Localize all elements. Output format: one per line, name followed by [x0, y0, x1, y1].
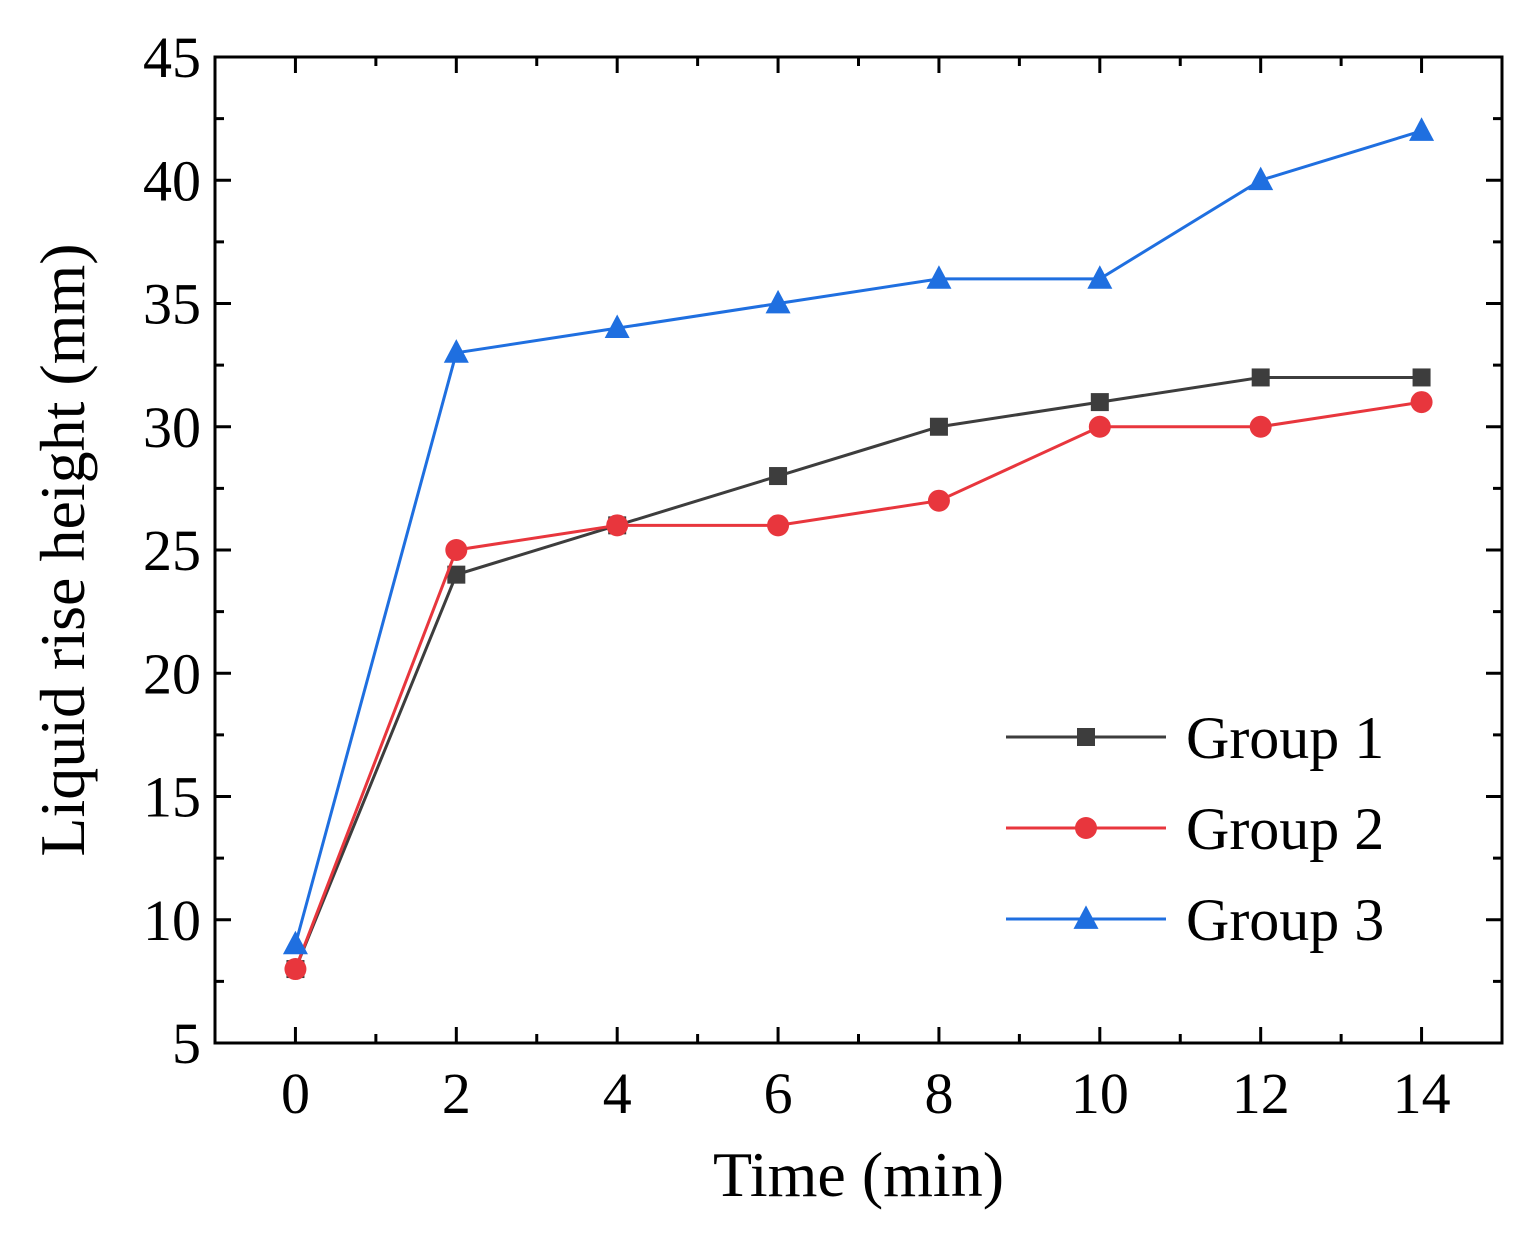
- legend-entry-2: Group 2: [1006, 796, 1384, 862]
- series-layer: [282, 117, 1435, 981]
- series-2-point: [284, 958, 307, 981]
- series-2-point: [606, 514, 629, 537]
- series-3-point: [765, 289, 791, 314]
- x-tick-label: 12: [1232, 1061, 1290, 1126]
- x-tick-label: 2: [442, 1061, 471, 1126]
- series-3-point: [282, 930, 308, 955]
- x-tick-label: 4: [603, 1061, 632, 1126]
- series-1-point: [929, 417, 948, 436]
- y-axis-title: Liquid rise height (mm): [27, 243, 98, 856]
- series-2-point: [1249, 415, 1272, 438]
- y-tick-label: 10: [143, 888, 201, 953]
- legend-label: Group 3: [1186, 887, 1384, 953]
- x-tick-label: 8: [924, 1061, 953, 1126]
- legend-entry-3: Group 3: [1006, 887, 1384, 953]
- x-tick-label: 6: [764, 1061, 793, 1126]
- legend-entry-1: Group 1: [1006, 705, 1384, 771]
- series-1-line: [294, 375, 1422, 970]
- series-2-point: [927, 489, 950, 512]
- series-1-point: [1412, 368, 1431, 387]
- series-3: [282, 117, 1435, 955]
- series-3-point: [1087, 265, 1113, 289]
- series-3-point: [604, 314, 630, 339]
- x-tick-label: 0: [281, 1061, 310, 1126]
- series-1-point: [1090, 393, 1109, 412]
- legend: Group 1 Group 2 Group 3: [1006, 705, 1384, 953]
- y-tick-label: 5: [172, 1011, 201, 1076]
- series-3-point: [443, 339, 469, 363]
- y-tick-label: 40: [143, 148, 201, 213]
- series-2-point: [1410, 391, 1433, 414]
- y-tick-label: 35: [143, 272, 201, 337]
- series-2-point: [445, 539, 468, 561]
- series-3-point: [1248, 166, 1274, 191]
- series-3-line: [293, 129, 1423, 945]
- series-2-line: [294, 400, 1422, 970]
- y-tick-label: 25: [143, 518, 201, 583]
- x-axis-title: Time (min): [713, 1139, 1004, 1210]
- y-tick-label: 30: [143, 395, 201, 460]
- legend-marker: [1073, 905, 1099, 929]
- x-tick-label: 10: [1071, 1061, 1129, 1126]
- series-1-point: [769, 467, 788, 486]
- y-tick-label: 45: [143, 25, 201, 90]
- legend-label: Group 1: [1186, 705, 1384, 771]
- series-3-point: [926, 265, 952, 289]
- axes: 0 2 4 6 8 10 12 14 5 10 15 20 25 30 35 40 45: [143, 25, 1504, 1126]
- series-1-point: [1251, 368, 1270, 387]
- legend-label: Group 2: [1186, 796, 1384, 862]
- series-2: [284, 391, 1433, 981]
- series-3-point: [1409, 117, 1435, 141]
- x-tick-label: 14: [1393, 1061, 1451, 1126]
- legend-marker: [1077, 728, 1095, 746]
- series-2-point: [767, 514, 790, 537]
- series-1-point: [447, 565, 466, 584]
- series-2-point: [1088, 415, 1111, 438]
- legend-marker: [1075, 817, 1097, 839]
- y-tick-label: 15: [143, 765, 201, 830]
- y-tick-label: 20: [143, 641, 201, 706]
